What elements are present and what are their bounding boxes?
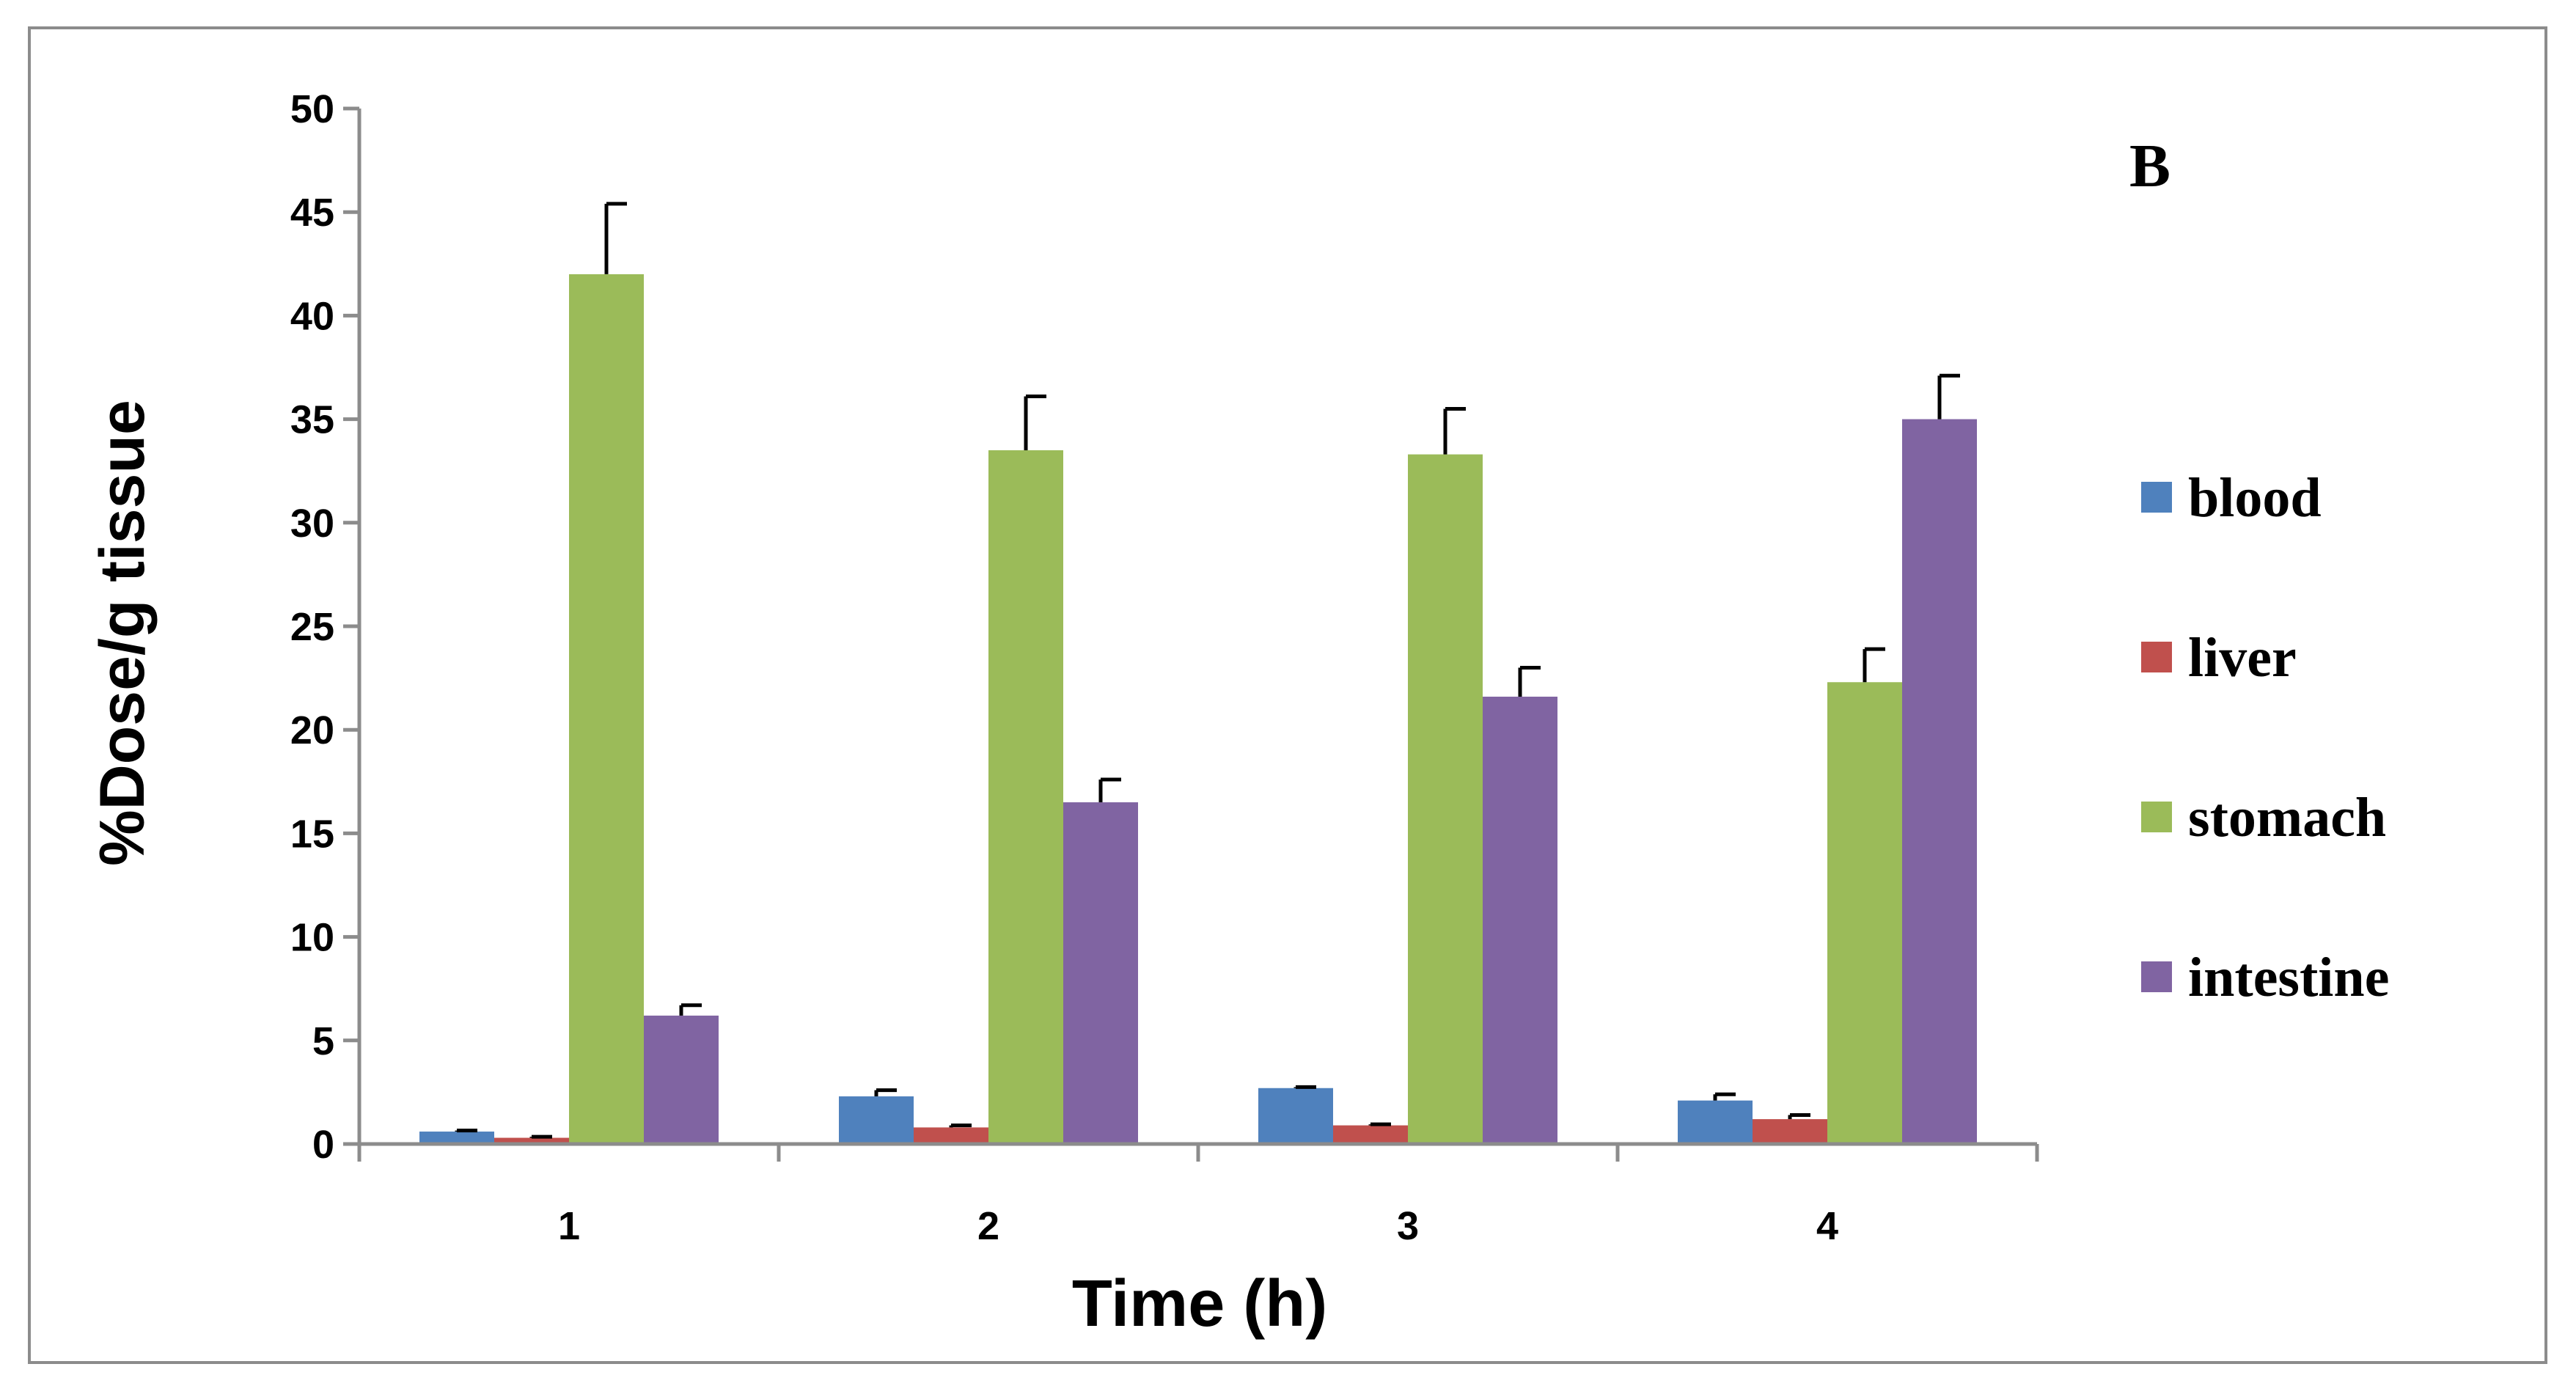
bar-stomach-3 [1408,454,1483,1144]
legend-swatch-liver [2141,642,2172,672]
y-tick-label-40: 40 [290,294,334,338]
y-tick-label-15: 15 [290,812,334,856]
bar-blood-3 [1258,1088,1333,1144]
y-tick-label-20: 20 [290,708,334,752]
legend-swatch-stomach [2141,802,2172,832]
bar-intestine-1 [644,1015,719,1144]
x-tick-label-2: 2 [977,1204,999,1248]
y-tick-label-0: 0 [312,1123,334,1167]
y-tick-label-30: 30 [290,502,334,546]
y-tick-label-5: 5 [312,1019,334,1063]
y-tick-label-35: 35 [290,398,334,442]
bar-liver-1 [494,1137,569,1144]
legend-swatch-blood [2141,482,2172,513]
bar-stomach-2 [988,450,1063,1144]
legend-label-blood: blood [2188,467,2322,529]
y-tick-label-25: 25 [290,605,334,649]
legend-label-stomach: stomach [2188,787,2386,848]
x-tick-label-1: 1 [558,1204,580,1248]
bar-liver-2 [914,1127,988,1144]
y-tick-label-50: 50 [290,87,334,131]
bar-blood-2 [839,1096,914,1144]
x-tick-label-3: 3 [1397,1204,1419,1248]
bars-layer [419,202,1977,1144]
y-tick-label-45: 45 [290,191,334,235]
bar-stomach-4 [1827,682,1902,1144]
legend-label-intestine: intestine [2188,947,2389,1008]
bar-blood-4 [1678,1100,1753,1144]
bar-stomach-1 [569,274,644,1144]
bar-blood-1 [419,1132,494,1144]
ticks-layer: 0 5 10 15 20 25 30 35 40 45 50 1 2 3 4 [290,87,2039,1248]
legend-layer: blood liver stomach intestine [2141,467,2389,1008]
panel-label: B [2129,132,2170,200]
bar-intestine-3 [1483,697,1557,1144]
x-axis-title: Time (h) [1072,1267,1327,1341]
bar-intestine-2 [1063,802,1138,1144]
bar-intestine-4 [1902,419,1977,1144]
y-tick-label-10: 10 [290,916,334,960]
bar-liver-4 [1753,1119,1827,1144]
legend-label-liver: liver [2188,627,2297,689]
x-tick-label-4: 4 [1816,1204,1838,1248]
y-axis-title: %Dose/g tissue [87,400,158,866]
bar-liver-3 [1333,1125,1408,1144]
legend-swatch-intestine [2141,961,2172,992]
